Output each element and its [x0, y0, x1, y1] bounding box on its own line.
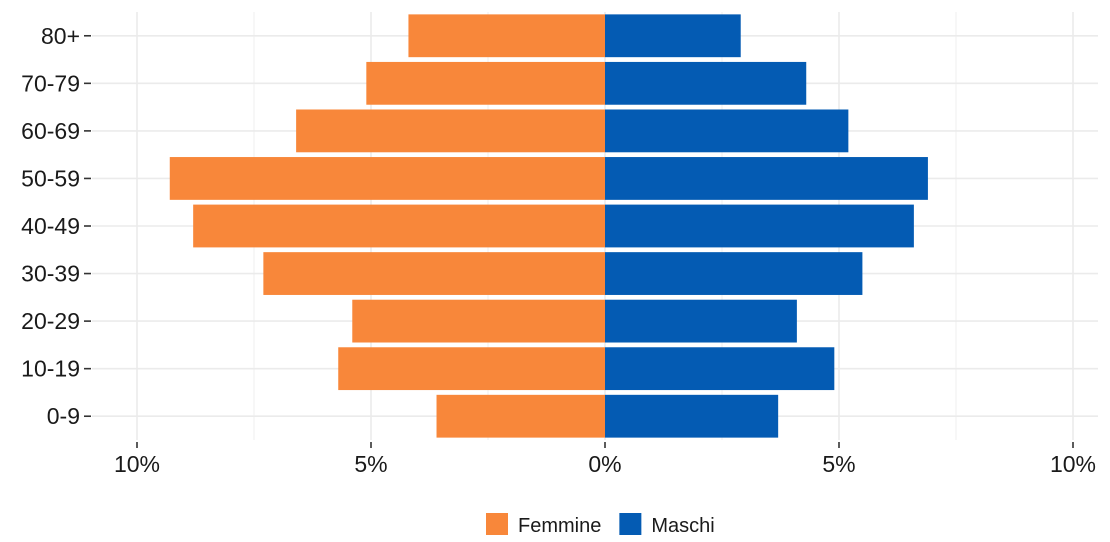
legend-swatch-maschi — [619, 513, 642, 535]
x-tick-label: 10% — [114, 451, 160, 477]
bar-maschi-40-49 — [605, 204, 914, 248]
bar-femmine-10-19 — [338, 347, 605, 391]
bar-maschi-30-39 — [605, 252, 863, 295]
y-tick-label: 70-79 — [21, 70, 80, 96]
y-tick-label: 30-39 — [21, 261, 80, 287]
legend-label-maschi: Maschi — [651, 515, 714, 537]
y-tick-label: 20-29 — [21, 308, 80, 334]
bar-maschi-60-69 — [605, 109, 849, 153]
x-tick-label: 5% — [822, 451, 855, 477]
bar-femmine-30-39 — [263, 252, 605, 295]
x-tick-label: 10% — [1050, 451, 1096, 477]
y-tick-label: 10-19 — [21, 356, 80, 382]
y-tick-label: 50-59 — [21, 165, 80, 191]
x-tick-label: 0% — [588, 451, 621, 477]
y-tick-label: 80+ — [41, 23, 80, 49]
y-tick-label: 0-9 — [47, 403, 80, 429]
legend: Femmine Maschi — [486, 513, 715, 537]
y-tick-label: 40-49 — [21, 213, 80, 239]
bar-maschi-80+ — [605, 14, 741, 58]
x-tick-label: 5% — [354, 451, 387, 477]
bar-maschi-70-79 — [605, 61, 807, 105]
bar-maschi-50-59 — [605, 157, 928, 200]
legend-swatch-femmine — [486, 513, 508, 535]
bar-maschi-0-9 — [605, 394, 779, 438]
bar-femmine-40-49 — [193, 204, 605, 248]
bar-maschi-20-29 — [605, 299, 797, 343]
bars — [169, 14, 928, 438]
bar-femmine-60-69 — [296, 109, 605, 153]
bar-femmine-50-59 — [169, 157, 605, 200]
x-axis: 10% 5% 0% 5% 10% — [114, 442, 1096, 477]
y-axis: 0-9 10-19 20-29 30-39 40-49 50-59 60-69 70-79 80… — [21, 23, 91, 429]
y-tick-label: 60-69 — [21, 118, 80, 144]
bar-femmine-0-9 — [436, 394, 605, 438]
bar-femmine-20-29 — [352, 299, 605, 343]
bar-femmine-80+ — [408, 14, 605, 58]
bar-maschi-10-19 — [605, 347, 835, 391]
bar-femmine-70-79 — [366, 61, 605, 105]
legend-label-femmine: Femmine — [518, 515, 601, 537]
